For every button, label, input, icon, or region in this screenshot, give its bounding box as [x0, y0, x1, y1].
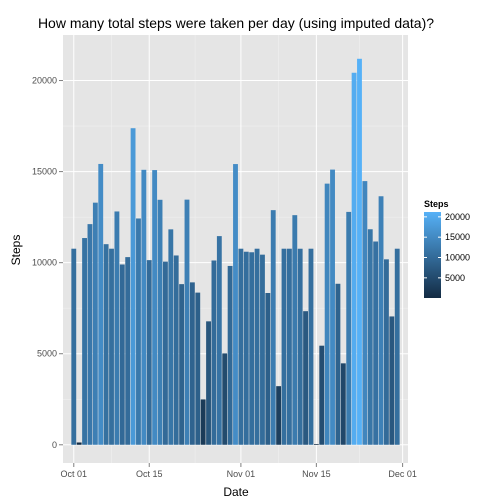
bar [367, 229, 373, 445]
bar [324, 183, 330, 445]
bar [200, 399, 206, 445]
bar [362, 181, 368, 445]
bar [119, 264, 125, 445]
bar [103, 244, 109, 445]
bar [82, 238, 87, 445]
y-axis-title: Steps [9, 235, 23, 266]
bar [195, 292, 201, 445]
bar [281, 248, 287, 445]
bar [157, 199, 163, 445]
bar [233, 164, 238, 445]
y-tick-label: 20000 [32, 76, 57, 86]
bar [357, 58, 362, 445]
bar [141, 169, 147, 445]
bar [265, 293, 271, 445]
bar [136, 218, 141, 445]
bar [114, 211, 120, 445]
bar [378, 196, 384, 445]
bar [373, 241, 379, 445]
bar [254, 248, 260, 445]
bar [351, 72, 357, 445]
bar [76, 442, 82, 445]
bar [227, 265, 233, 445]
bar [276, 386, 282, 445]
legend-colorbar [424, 212, 441, 298]
bar [125, 257, 131, 445]
legend-title: Steps [424, 199, 449, 209]
bar [394, 248, 400, 445]
bar [340, 363, 346, 445]
x-tick-label: Oct 15 [136, 469, 163, 479]
bar [216, 236, 222, 445]
bar [222, 353, 228, 445]
x-tick-label: Nov 01 [227, 469, 256, 479]
bar [243, 251, 249, 445]
chart-title: How many total steps were taken per day … [38, 15, 434, 31]
bar [249, 252, 255, 445]
bar [71, 248, 77, 445]
bar [173, 255, 179, 445]
bar [292, 215, 298, 445]
legend-ticks: 20000 15000 10000 5000 [424, 212, 470, 283]
bar [389, 316, 395, 445]
bar [330, 169, 335, 445]
x-axis-title: Date [223, 485, 249, 499]
y-tick-label: 5000 [37, 349, 57, 359]
bar [308, 248, 314, 445]
bar [313, 444, 319, 445]
legend-label: 20000 [445, 212, 470, 222]
bar [130, 128, 136, 445]
x-tick-label: Nov 15 [302, 469, 331, 479]
bar [384, 259, 389, 445]
bar [168, 229, 174, 445]
bar [98, 163, 104, 445]
x-tick-label: Oct 01 [61, 469, 88, 479]
bar [146, 260, 152, 445]
bar [303, 311, 308, 445]
bar [286, 248, 292, 445]
bar [87, 224, 93, 445]
y-tick-label: 15000 [32, 167, 57, 177]
x-tick-label: Dec 01 [388, 469, 417, 479]
color-legend: Steps 20000 15000 10000 5000 [424, 199, 470, 298]
bars [71, 58, 400, 445]
bar [184, 199, 190, 445]
bar [260, 254, 265, 445]
bar [189, 282, 195, 445]
bar [211, 260, 217, 445]
bar [270, 210, 276, 445]
bar [92, 202, 98, 445]
bar [152, 170, 158, 445]
bar [319, 345, 325, 445]
bar [346, 211, 352, 445]
legend-label: 5000 [445, 273, 465, 283]
y-tick-label: 0 [52, 440, 57, 450]
bar [163, 261, 168, 445]
bar [206, 321, 211, 445]
bar [335, 283, 341, 445]
bar [109, 248, 114, 445]
y-axis: 0 5000 10000 15000 20000 [32, 76, 63, 450]
x-axis: Oct 01 Oct 15 Nov 01 Nov 15 Dec 01 [61, 463, 417, 479]
bar [179, 284, 185, 445]
y-tick-label: 10000 [32, 258, 57, 268]
bar [238, 248, 244, 445]
bar [297, 248, 303, 445]
legend-label: 10000 [445, 253, 470, 263]
legend-label: 15000 [445, 232, 470, 242]
